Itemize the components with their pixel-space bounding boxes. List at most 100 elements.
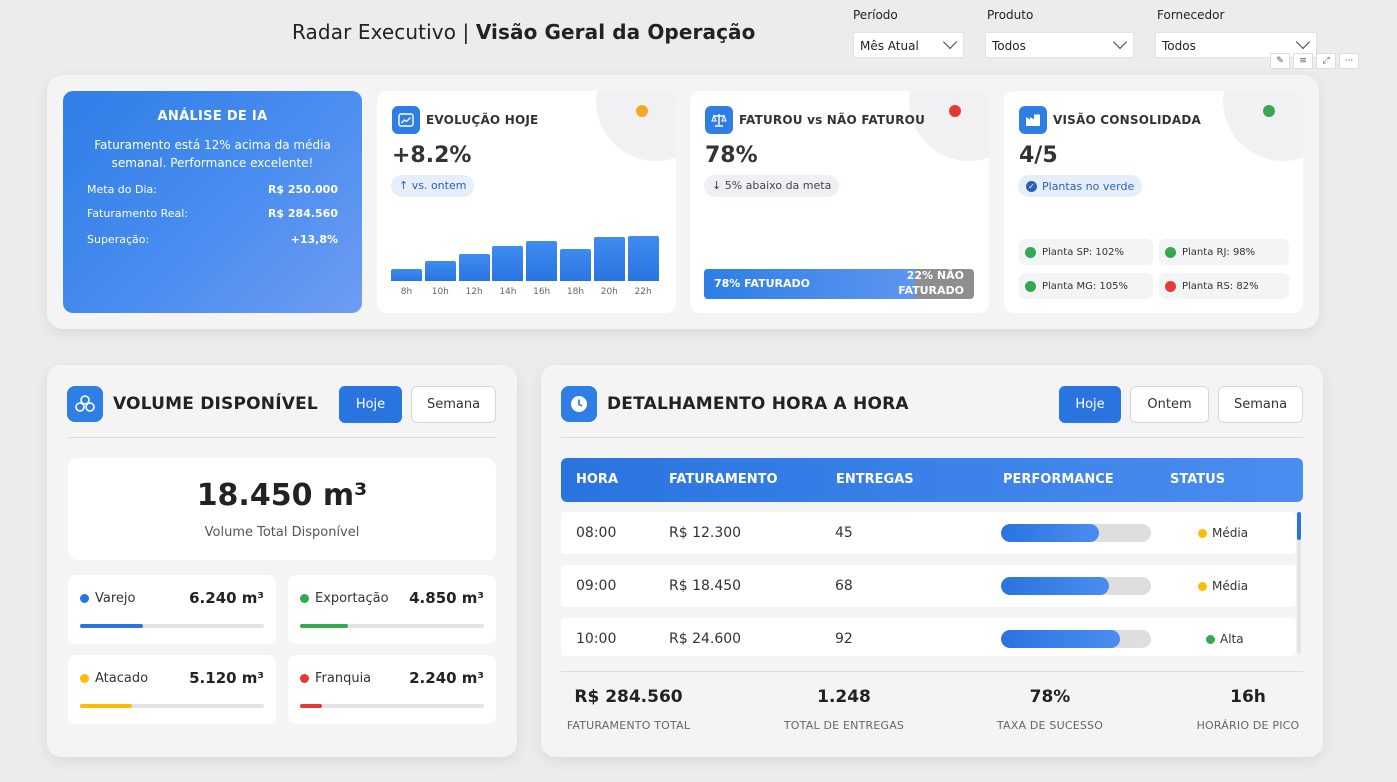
table-scrollbar[interactable] [1297,512,1301,654]
detalhe-ontem-button[interactable]: Ontem [1130,386,1209,423]
cell-faturamento: R$ 12.300 [669,525,742,541]
column-header-hora[interactable]: HORA [576,472,619,487]
summary-label: FATURAMENTO TOTAL [566,719,691,732]
more-options-icon[interactable]: ··· [1339,53,1359,69]
kpi-value: 4/5 [1019,143,1058,168]
clock-icon [561,386,597,422]
segment-dot [300,594,309,603]
faturado-progress-bar: 78% FATURADO 22% NÃO FATURADO [704,269,974,299]
performance-fill [1001,577,1109,595]
nao-faturado-label: 22% NÃO FATURADO [898,269,964,298]
chart-bar[interactable] [458,253,490,281]
status-dot [1206,634,1215,644]
filter-label: Fornecedor [1157,8,1225,22]
plant-rj: Planta RJ: 98% [1159,239,1289,265]
chevron-down-icon [1295,34,1311,50]
segment-name: Franquia [300,671,371,686]
segment-atacado: Atacado 5.120 m³ [68,655,276,724]
kpi-evolucao-card: EVOLUÇÃO HOJE +8.2% ↑ vs. ontem 8h 10h 12h… [377,91,676,313]
fornecedor-dropdown[interactable]: Todos [1155,32,1317,58]
expand-icon[interactable]: ⤢ [1316,53,1336,69]
volume-total-value: 18.450 m³ [196,478,368,513]
ia-row-faturamento: Faturamento Real: R$ 284.560 [87,207,338,220]
boxes-icon [67,386,103,422]
chart-bar[interactable] [593,237,625,281]
plant-label: Planta SP: 102% [1042,246,1125,258]
chart-tick-label: 14h [499,287,517,297]
table-row[interactable]: 09:00 R$ 18.450 68 Média [561,565,1296,607]
kpi-header: VISÃO CONSOLIDADA [1019,106,1201,134]
kpi-header: FATUROU vs NÃO FATUROU [705,106,925,134]
plant-sp: Planta SP: 102% [1019,239,1153,265]
table-row[interactable]: 08:00 R$ 12.300 45 Média [561,512,1296,554]
kpi-value: 78% [705,143,758,168]
plant-rs: Planta RS: 82% [1159,273,1289,299]
segment-label: Atacado [95,671,149,686]
chart-bar[interactable] [560,248,591,281]
filter-label: Período [853,8,898,22]
chart-bar[interactable] [492,246,524,281]
cell-hora: 08:00 [576,525,617,541]
kpi-faturou-card: FATUROU vs NÃO FATUROU 78% ↓ 5% abaixo d… [690,91,989,313]
detalhe-hoje-button[interactable]: Hoje [1059,386,1121,423]
dropdown-value: Todos [992,39,1026,53]
ia-row-value: R$ 284.560 [267,207,338,220]
table-header: HORA FATURAMENTO ENTREGAS PERFORMANCE ST… [561,458,1303,502]
volume-hoje-button[interactable]: Hoje [339,386,402,423]
filter-icon[interactable]: ≡ [1293,53,1313,69]
factory-icon [1019,106,1047,134]
cell-entregas: 68 [835,578,853,594]
chart-tick-label: 10h [431,287,449,297]
dropdown-value: Mês Atual [860,39,919,53]
segment-exportacao: Exportação 4.850 m³ [288,575,496,644]
segment-progress [80,624,264,628]
chart-tick-label: 8h [400,287,413,297]
nao-faturado-line-2: FATURADO [898,284,964,297]
ia-row-label: Superação: [87,233,150,246]
produto-dropdown[interactable]: Todos [985,32,1134,58]
column-header-performance[interactable]: PERFORMANCE [1003,472,1114,487]
kpi-title: VISÃO CONSOLIDADA [1053,113,1201,127]
segment-name: Varejo [80,591,135,606]
segment-label: Franquia [315,671,372,686]
pin-icon[interactable]: ✎ [1270,53,1290,69]
status-dot [1198,528,1207,538]
column-header-status[interactable]: STATUS [1170,472,1226,487]
ia-row-label: Faturamento Real: [87,207,189,220]
chart-bar[interactable] [526,241,558,281]
table-row[interactable]: 10:00 R$ 24.600 92 Alta [561,618,1296,656]
chart-bar[interactable] [627,236,659,281]
segment-label: Exportação [315,591,389,606]
chart-tick-label: 18h [566,287,585,297]
performance-fill [1001,630,1120,648]
status-dot [1165,246,1176,258]
column-header-entregas[interactable]: ENTREGAS [836,472,914,487]
segment-progress-fill [300,704,323,708]
chart-tick-label: 12h [465,287,483,297]
status-dot [949,105,961,117]
plant-label: Planta RJ: 98% [1182,246,1256,258]
plant-label: Planta MG: 105% [1042,280,1129,292]
summary-value: R$ 284.560 [574,687,683,707]
chart-bar[interactable] [391,268,422,281]
status-dot [1263,105,1275,117]
performance-bar [1001,524,1151,542]
column-header-faturamento[interactable]: FATURAMENTO [669,472,778,487]
volume-semana-button[interactable]: Semana [411,386,496,423]
segment-dot [80,594,89,603]
status-dot [1025,246,1036,258]
periodo-dropdown[interactable]: Mês Atual [853,32,964,58]
kpi-header: EVOLUÇÃO HOJE [392,106,538,134]
volume-total-label: Volume Total Disponível [204,525,360,540]
segment-progress-fill [300,624,348,628]
segment-value: 4.850 m³ [409,589,484,607]
segment-label: Varejo [95,591,136,606]
scrollbar-thumb[interactable] [1297,512,1301,540]
ia-rows: Meta do Dia: R$ 250.000 Faturamento Real:… [87,183,338,246]
detalhe-semana-button[interactable]: Semana [1218,386,1303,423]
status-dot [1025,280,1036,292]
status-dot [636,105,648,117]
chart-bar[interactable] [424,261,456,281]
chart-tick-label: 16h [533,287,551,297]
scale-icon [705,106,733,134]
